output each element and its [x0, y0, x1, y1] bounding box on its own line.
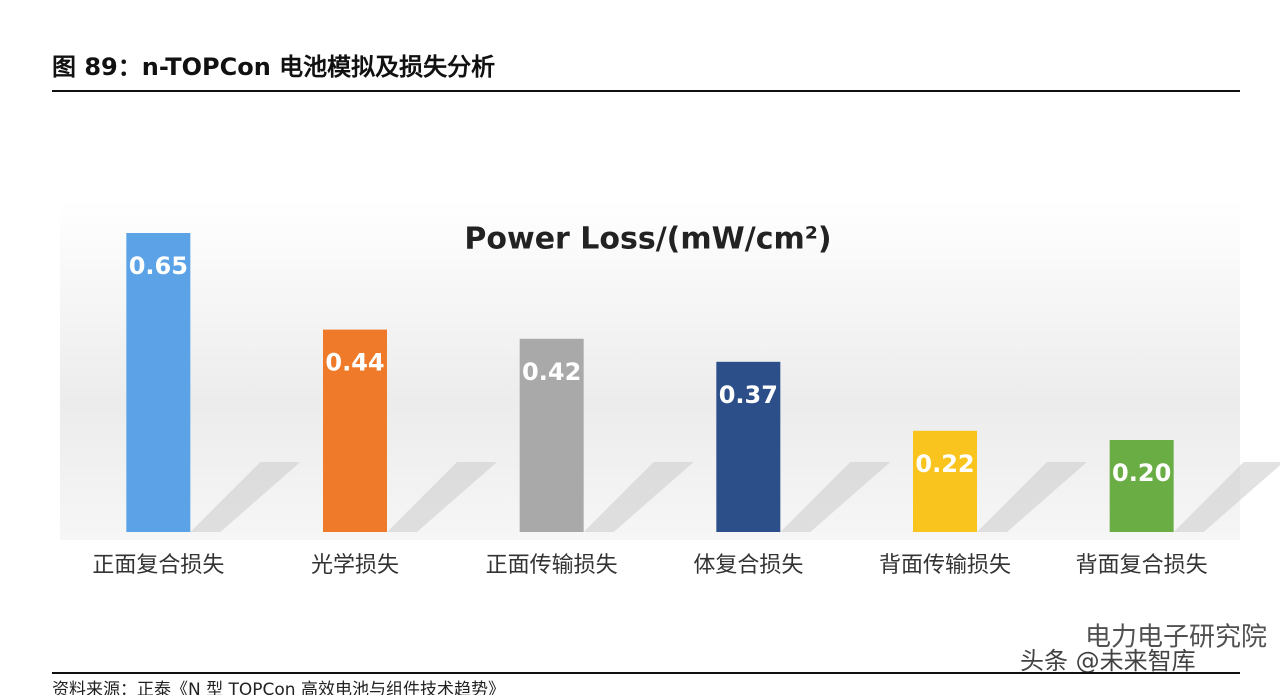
value-label: 0.65 [129, 252, 188, 280]
x-tick-label: 体复合损失 [693, 553, 803, 578]
bar [519, 338, 584, 532]
bar [716, 361, 781, 532]
x-tick-label: 正面复合损失 [92, 553, 224, 578]
x-tick-label: 光学损失 [311, 553, 399, 578]
value-label: 0.44 [325, 349, 384, 377]
bar-shadow [977, 462, 1087, 532]
bar-shadow [387, 462, 497, 532]
value-label: 0.22 [915, 450, 974, 478]
bar-shadow [583, 462, 694, 532]
watermark-platform: 头条 @未来智库 [1020, 647, 1196, 675]
bar-shadow [190, 462, 301, 532]
bar-shadow [780, 462, 891, 532]
value-label: 0.20 [1112, 459, 1171, 487]
chart: Power Loss/(mW/cm²) 0.65 正面复合损失 0.44 光学损失 0.… [92, 222, 1280, 578]
bar [323, 329, 387, 532]
x-tick-label: 背面复合损失 [1076, 553, 1208, 578]
bar [126, 233, 191, 532]
value-label: 0.37 [719, 381, 778, 409]
x-tick-label: 正面传输损失 [486, 553, 618, 578]
bar-shadow [1173, 462, 1280, 532]
chart-title: Power Loss/(mW/cm²) [464, 222, 831, 257]
bar [1109, 440, 1174, 532]
value-label: 0.42 [522, 358, 581, 386]
figure-title: 图 89：n-TOPCon 电池模拟及损失分析 [52, 53, 495, 81]
watermark-account: 电力电子研究院 [1085, 623, 1267, 653]
bar [913, 430, 977, 532]
source-note: 资料来源：正泰《N 型 TOPCon 高效电池与组件技术趋势》 [52, 680, 505, 695]
x-tick-label: 背面传输损失 [879, 553, 1011, 578]
